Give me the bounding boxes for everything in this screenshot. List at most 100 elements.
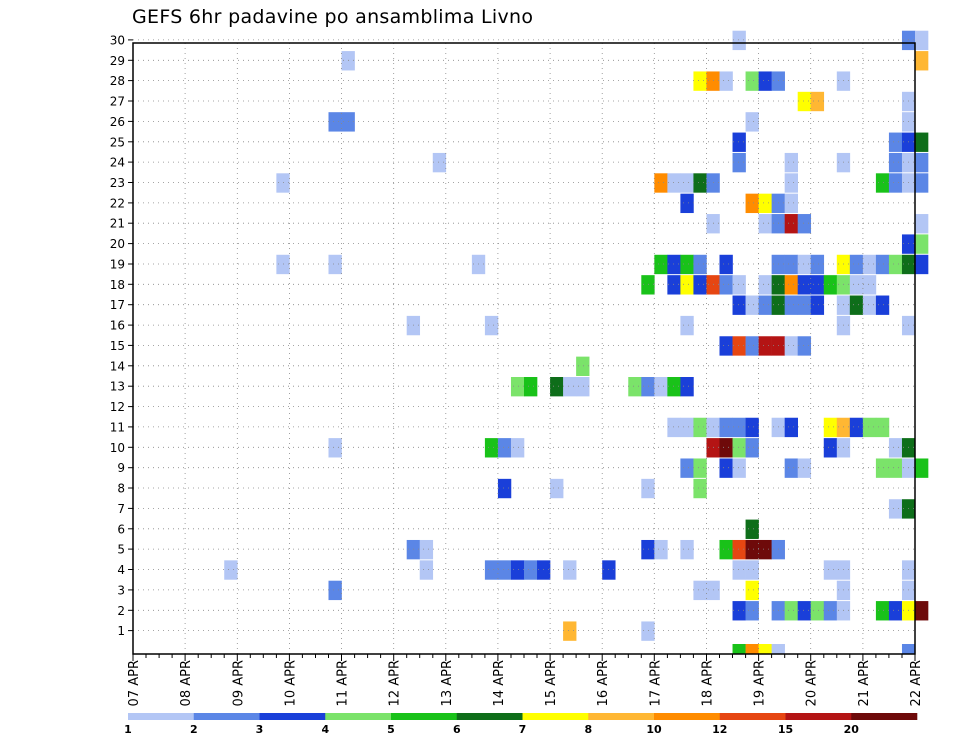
data-cell: [641, 275, 655, 295]
data-cell: [745, 601, 759, 621]
y-tick-label: 13: [110, 380, 125, 394]
data-cell: [563, 621, 577, 641]
data-cell: [875, 173, 890, 193]
data-cell: [341, 112, 355, 132]
y-tick-label: 24: [110, 156, 125, 170]
data-cell: [550, 478, 564, 499]
data-cell: [732, 30, 746, 51]
data-cell: [537, 560, 551, 580]
data-cell: [276, 254, 290, 275]
data-cell: [771, 214, 785, 234]
data-cell: [901, 438, 916, 458]
data-cell: [901, 30, 916, 51]
data-cell: [862, 295, 877, 315]
data-cell: [758, 214, 772, 234]
data-cell: [693, 417, 707, 438]
colorbar-segment: [128, 713, 195, 720]
data-cell: [732, 336, 746, 356]
data-cell: [719, 438, 733, 458]
data-cell: [693, 275, 707, 295]
data-cell: [888, 173, 903, 193]
y-tick-label: 10: [110, 441, 125, 455]
data-cell: [641, 621, 655, 641]
data-cell: [745, 438, 759, 458]
data-cell: [602, 560, 616, 580]
data-cell: [901, 580, 916, 601]
data-cell: [224, 560, 238, 580]
colorbar-label: 10: [646, 723, 662, 736]
data-cell: [901, 91, 916, 112]
data-cell: [901, 234, 916, 254]
data-cell: [862, 417, 877, 438]
colorbar-label: 20: [844, 723, 860, 736]
data-cell: [719, 336, 733, 356]
y-tick-label: 4: [117, 563, 125, 577]
x-tick-label: 21 APR: [857, 660, 872, 706]
data-cell: [784, 417, 798, 438]
data-cell: [915, 214, 929, 234]
data-cell: [836, 438, 851, 458]
data-cell: [784, 601, 798, 621]
data-cell: [836, 417, 851, 438]
data-cell: [732, 560, 746, 580]
data-cell: [784, 152, 798, 173]
data-cell: [758, 644, 772, 654]
data-cell: [693, 580, 707, 601]
data-cell: [901, 560, 916, 580]
data-cell: [524, 560, 538, 580]
data-cell: [497, 478, 512, 499]
data-cell: [745, 417, 759, 438]
data-cell: [836, 71, 851, 91]
x-tick-label: 18 APR: [701, 660, 716, 706]
data-cell: [901, 112, 916, 132]
data-cell: [654, 173, 668, 193]
heatmap-cells: [224, 30, 929, 654]
y-tick-label: 15: [110, 339, 125, 353]
colorbar-label: 8: [584, 723, 592, 736]
data-cell: [915, 173, 929, 193]
x-tick-label: 16 APR: [596, 660, 611, 706]
data-cell: [550, 377, 564, 397]
data-cell: [654, 254, 668, 275]
data-cell: [784, 336, 798, 356]
data-cell: [862, 275, 877, 295]
data-cell: [784, 295, 798, 315]
data-cell: [641, 377, 655, 397]
data-cell: [328, 112, 342, 132]
data-cell: [823, 275, 838, 295]
data-cell: [901, 499, 916, 519]
y-tick-label: 9: [117, 461, 125, 475]
data-cell: [510, 438, 525, 458]
y-tick-label: 22: [110, 196, 125, 210]
data-cell: [784, 458, 798, 478]
y-tick-label: 5: [117, 543, 125, 557]
data-cell: [524, 377, 538, 397]
x-tick-label: 07 APR: [127, 660, 142, 706]
data-cell: [641, 539, 655, 560]
data-cell: [510, 377, 525, 397]
data-cell: [888, 499, 903, 519]
data-cell: [667, 254, 681, 275]
data-cell: [810, 295, 825, 315]
colorbar-segment: [259, 713, 326, 720]
data-cell: [875, 254, 890, 275]
data-cell: [915, 152, 929, 173]
colorbar-segment: [522, 713, 589, 720]
data-cell: [484, 438, 499, 458]
x-tick-label: 20 APR: [805, 660, 820, 706]
data-cell: [680, 254, 694, 275]
data-cell: [836, 601, 851, 621]
data-cell: [706, 173, 720, 193]
data-cell: [758, 193, 772, 214]
data-cell: [745, 560, 759, 580]
data-cell: [745, 644, 759, 654]
data-cell: [836, 580, 851, 601]
data-cell: [888, 152, 903, 173]
data-cell: [797, 601, 812, 621]
data-cell: [862, 254, 877, 275]
data-cell: [901, 601, 916, 621]
data-cell: [654, 377, 668, 397]
data-cell: [784, 254, 798, 275]
data-cell: [915, 132, 929, 152]
y-tick-label: 17: [110, 298, 125, 312]
